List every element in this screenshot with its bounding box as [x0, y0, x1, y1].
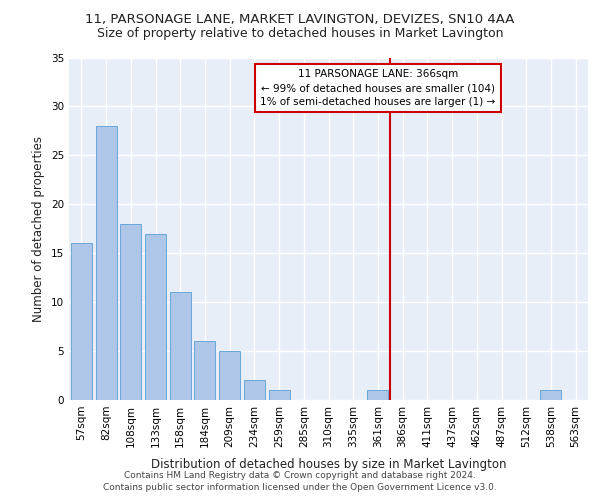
Bar — [170, 292, 191, 400]
Text: Contains HM Land Registry data © Crown copyright and database right 2024.
Contai: Contains HM Land Registry data © Crown c… — [103, 471, 497, 492]
X-axis label: Distribution of detached houses by size in Market Lavington: Distribution of detached houses by size … — [151, 458, 506, 471]
Bar — [244, 380, 265, 400]
Text: Size of property relative to detached houses in Market Lavington: Size of property relative to detached ho… — [97, 28, 503, 40]
Y-axis label: Number of detached properties: Number of detached properties — [32, 136, 46, 322]
Bar — [269, 390, 290, 400]
Bar — [145, 234, 166, 400]
Bar — [219, 351, 240, 400]
Text: 11, PARSONAGE LANE, MARKET LAVINGTON, DEVIZES, SN10 4AA: 11, PARSONAGE LANE, MARKET LAVINGTON, DE… — [85, 12, 515, 26]
Bar — [367, 390, 388, 400]
Text: 11 PARSONAGE LANE: 366sqm
← 99% of detached houses are smaller (104)
1% of semi-: 11 PARSONAGE LANE: 366sqm ← 99% of detac… — [260, 69, 496, 107]
Bar — [120, 224, 141, 400]
Bar — [71, 244, 92, 400]
Bar — [194, 342, 215, 400]
Bar — [95, 126, 116, 400]
Bar — [541, 390, 562, 400]
